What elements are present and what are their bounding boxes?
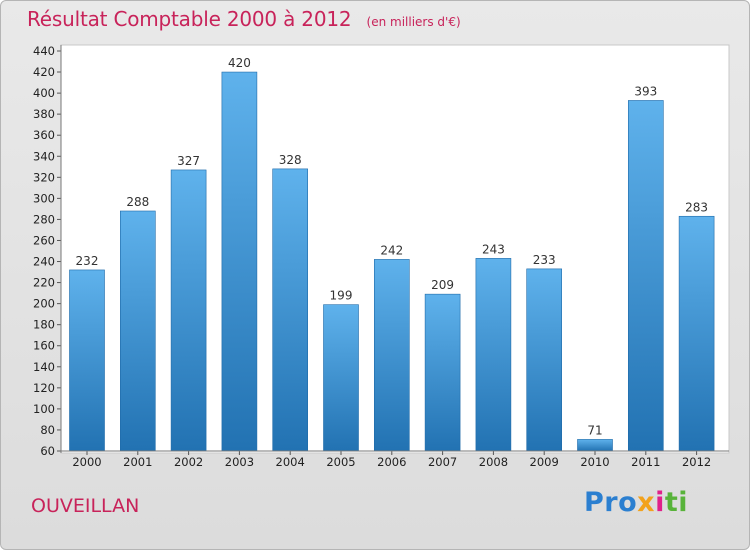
data-label-2008: 243 — [482, 242, 505, 256]
x-tick-label: 2004 — [276, 455, 305, 469]
bar-2010 — [577, 439, 613, 452]
bar-2001 — [120, 210, 156, 452]
y-tick-label: 80 — [40, 423, 55, 437]
data-label-2003: 420 — [228, 56, 251, 70]
commune-name: OUVEILLAN — [31, 495, 140, 517]
bar-2008 — [475, 258, 512, 452]
logo-part: Pro — [584, 487, 638, 518]
logo-part: ti — [664, 487, 689, 518]
y-tick-label: 100 — [33, 402, 55, 416]
x-tick-label: 2012 — [682, 455, 711, 469]
title-row: Résultat Comptable 2000 à 2012 (en milli… — [27, 7, 461, 31]
data-label-2002: 327 — [177, 154, 200, 168]
y-tick-label: 420 — [33, 65, 55, 79]
y-tick-label: 160 — [33, 339, 55, 353]
data-label-2001: 288 — [126, 195, 149, 209]
proxiti-logo: Proxiti — [584, 487, 688, 518]
y-tick-label: 60 — [40, 444, 55, 458]
data-label-2012: 283 — [685, 200, 708, 214]
y-axis: 60 80 100 120 140 160 180 200 220 240 260 280 300 320… — [33, 44, 62, 458]
y-tick-label: 380 — [33, 107, 55, 121]
y-tick-label: 120 — [33, 381, 55, 395]
x-tick-label: 2003 — [225, 455, 254, 469]
x-tick-label: 2005 — [326, 455, 355, 469]
data-label-2010: 71 — [587, 423, 602, 437]
bar-2002 — [170, 169, 207, 452]
bar-2005 — [323, 304, 359, 452]
data-label-2011: 393 — [634, 84, 657, 98]
bar-2006 — [373, 259, 410, 452]
logo-part: i — [655, 487, 665, 518]
x-tick-label: 2002 — [174, 455, 203, 469]
data-label-2005: 199 — [330, 289, 353, 303]
bar-2009 — [526, 268, 563, 452]
y-tick-label: 340 — [33, 149, 55, 163]
data-label-2009: 233 — [533, 253, 556, 267]
bar-series: 232 288 327 420 328 199 242 209 243 233 71 393 283 — [69, 56, 715, 452]
y-tick-label: 300 — [33, 191, 55, 205]
logo-part: x — [637, 487, 656, 518]
y-tick-label: 140 — [33, 360, 55, 374]
bar-2000 — [69, 269, 105, 452]
x-tick-label: 2009 — [530, 455, 559, 469]
x-tick-label: 2000 — [72, 455, 101, 469]
x-tick-label: 2006 — [377, 455, 406, 469]
x-tick-label: 2001 — [123, 455, 152, 469]
y-tick-label: 440 — [33, 44, 55, 58]
y-tick-label: 360 — [33, 128, 55, 142]
y-tick-label: 180 — [33, 318, 55, 332]
bar-2003 — [221, 71, 258, 452]
x-tick-label: 2010 — [580, 455, 609, 469]
y-tick-label: 320 — [33, 170, 55, 184]
y-tick-label: 280 — [33, 212, 55, 226]
y-tick-label: 400 — [33, 86, 55, 100]
x-axis: 2000 2001 2002 2003 2004 2005 2006 2007 2008 2009… — [61, 450, 729, 469]
bar-2007 — [424, 293, 461, 452]
data-label-2000: 232 — [76, 254, 99, 268]
data-label-2004: 328 — [279, 153, 302, 167]
x-tick-label: 2011 — [631, 455, 660, 469]
data-label-2007: 209 — [431, 278, 454, 292]
bar-2011 — [627, 100, 664, 452]
y-tick-label: 220 — [33, 276, 55, 290]
y-tick-label: 260 — [33, 233, 55, 247]
chart-subtitle: (en milliers d'€) — [366, 15, 461, 29]
x-tick-label: 2007 — [428, 455, 457, 469]
bar-2004 — [272, 168, 309, 452]
y-tick-label: 200 — [33, 297, 55, 311]
data-label-2006: 242 — [380, 243, 403, 257]
y-tick-label: 240 — [33, 255, 55, 269]
chart-title: Résultat Comptable 2000 à 2012 — [27, 7, 352, 31]
x-tick-label: 2008 — [479, 455, 508, 469]
bar-2012 — [678, 215, 715, 452]
